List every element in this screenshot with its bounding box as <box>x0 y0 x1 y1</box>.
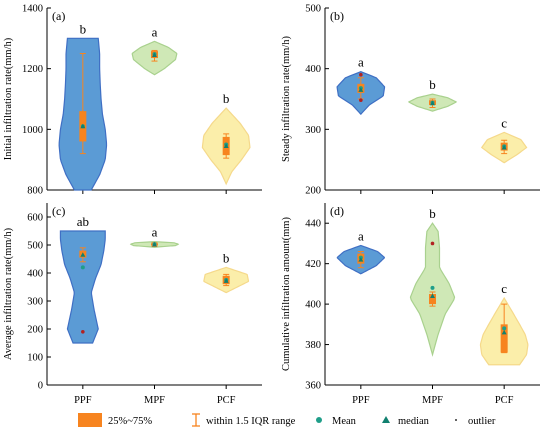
median-marker <box>501 329 507 335</box>
outlier-marker <box>81 330 85 334</box>
x-tick-label: PPF <box>352 395 370 406</box>
x-tick-label: MPF <box>144 395 165 406</box>
legend-mean-marker <box>316 417 322 423</box>
violin-body <box>59 230 106 344</box>
median-marker <box>501 145 507 150</box>
median-marker <box>430 293 435 299</box>
legend: 25%~75% within 1.5 IQR range Mean median… <box>78 413 496 427</box>
violin-PPF: b <box>58 21 108 191</box>
violin-MPF: b <box>407 77 458 112</box>
violin-MPF: a <box>131 24 178 76</box>
legend-box-label: 25%~75% <box>108 416 152 427</box>
panel-2: 200 300 400 500 Steady infiltration rate(mm/… <box>281 4 540 197</box>
y-tick-label: 1200 <box>22 64 43 75</box>
significance-letter: b <box>223 91 230 106</box>
y-tick-label: 200 <box>27 325 43 336</box>
legend-whisker-icon <box>192 413 200 427</box>
y-tick-label: 500 <box>305 4 321 15</box>
mean-marker <box>502 326 507 331</box>
violin-PPF: ab <box>59 214 106 344</box>
mean-marker <box>80 265 85 270</box>
panel-label: (d) <box>330 204 344 218</box>
median-marker <box>358 257 364 262</box>
median-marker <box>430 100 435 106</box>
significance-letter: b <box>80 21 87 36</box>
panel-3: 0 100 200 300 400 500 600 PPF MPF PCF Average infi… <box>3 203 262 406</box>
legend-whisker-label: within 1.5 IQR range <box>206 416 296 427</box>
y-axis-label: Cumulative infiltration amount(mm) <box>281 217 292 371</box>
iqr-box <box>429 294 436 305</box>
significance-letter: c <box>501 115 507 130</box>
violin-PCF: b <box>203 250 250 294</box>
y-tick-label: 440 <box>305 219 321 230</box>
median-marker <box>152 241 157 247</box>
y-tick-label: 800 <box>27 186 43 197</box>
significance-letter: c <box>501 281 507 296</box>
median-marker <box>358 87 364 92</box>
outlier-marker <box>359 72 363 77</box>
significance-letter: a <box>152 24 158 39</box>
significance-letter: a <box>152 225 158 240</box>
legend-box-swatch <box>78 413 102 427</box>
iqr-box <box>500 324 508 353</box>
y-tick-label: 100 <box>27 353 43 364</box>
outlier-marker <box>430 241 435 246</box>
y-tick-label: 300 <box>27 297 43 308</box>
legend-median-marker <box>382 416 390 423</box>
mean-marker <box>430 285 435 290</box>
y-tick-label: 400 <box>305 64 321 75</box>
significance-letter: ab <box>77 214 89 229</box>
y-tick-label: 400 <box>27 269 43 280</box>
panel-label: (c) <box>52 204 65 218</box>
median-marker <box>80 252 86 257</box>
legend-mean-label: Mean <box>332 416 357 427</box>
significance-letter: a <box>358 228 364 243</box>
significance-letter: a <box>358 55 364 70</box>
panel-label: (b) <box>330 9 344 23</box>
violin-PCF: c <box>480 115 528 164</box>
median-marker <box>223 143 229 149</box>
y-tick-label: 0 <box>38 381 43 392</box>
x-tick-label: PCF <box>495 395 514 406</box>
y-tick-label: 400 <box>305 300 321 311</box>
violin-MPF: b <box>409 206 456 357</box>
violin-PPF: a <box>336 55 386 116</box>
y-axis-label: Steady infiltration rate(mm/h) <box>281 36 292 162</box>
legend-outlier-label: outlier <box>468 416 496 427</box>
legend-outlier-marker <box>455 419 457 421</box>
significance-letter: b <box>429 77 436 92</box>
y-tick-label: 380 <box>305 340 321 351</box>
y-tick-label: 500 <box>27 241 43 252</box>
significance-letter: b <box>429 206 436 221</box>
x-tick-label: PCF <box>217 395 236 406</box>
median-marker <box>223 278 229 283</box>
panel-label: (a) <box>52 9 65 23</box>
x-tick-label: PPF <box>74 395 92 406</box>
median-marker <box>152 52 157 58</box>
violin-PPF: a <box>336 228 386 275</box>
y-tick-label: 600 <box>27 213 43 224</box>
violin-PCF: c <box>479 281 529 366</box>
y-tick-label: 300 <box>305 125 321 136</box>
panel-4: 360 380 400 420 440 PPF MPF PCF Cumulative infil… <box>281 203 540 406</box>
y-axis-label: Initial infiltration rate(mm/h) <box>3 37 14 160</box>
outlier-marker <box>359 98 363 103</box>
y-tick-label: 1000 <box>22 125 43 136</box>
legend-median-label: median <box>398 416 430 427</box>
y-tick-label: 1400 <box>22 4 43 15</box>
y-axis-label: Average infiltration rate(mm/h) <box>3 227 14 360</box>
median-marker <box>80 123 86 129</box>
y-tick-label: 200 <box>305 186 321 197</box>
panel-1: 800 1000 1200 1400 Initial infiltration rate… <box>3 4 262 197</box>
violin-PCF: b <box>201 91 251 186</box>
x-tick-label: MPF <box>422 395 443 406</box>
y-tick-label: 360 <box>305 381 321 392</box>
violin-MPF: a <box>129 225 180 248</box>
significance-letter: b <box>223 250 230 265</box>
y-tick-label: 420 <box>305 259 321 270</box>
